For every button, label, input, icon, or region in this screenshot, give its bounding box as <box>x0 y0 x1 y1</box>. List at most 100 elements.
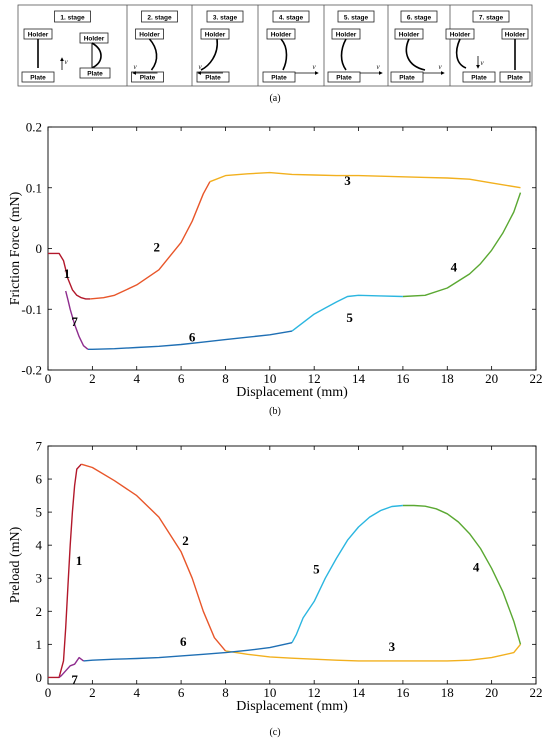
stage-title-box <box>272 10 310 23</box>
series-line-3 <box>209 171 521 189</box>
series-line-5 <box>291 294 403 332</box>
y-axis-label: Preload (mN) <box>8 526 23 603</box>
x-tick-label: 14 <box>352 685 366 700</box>
stage-title: 5. stage <box>344 15 369 22</box>
holder-label: Holder <box>205 32 226 39</box>
y-tick-label: 5 <box>36 505 43 520</box>
x-tick-label: 6 <box>178 371 185 386</box>
series-line-4 <box>402 192 522 298</box>
segment-label-5: 5 <box>346 310 353 325</box>
series-line-2 <box>81 463 227 652</box>
velocity-label: v <box>133 63 137 71</box>
stage-title-box <box>206 10 244 23</box>
segment-label-3: 3 <box>389 639 396 654</box>
plate-label: Plate <box>336 75 352 82</box>
stage-title: 4. stage <box>279 15 304 22</box>
series-line-7 <box>65 290 89 350</box>
x-tick-label: 14 <box>352 371 366 386</box>
series-line-7 <box>58 656 84 678</box>
series-line-4 <box>402 504 522 645</box>
x-tick-label: 16 <box>396 371 410 386</box>
x-tick-label: 20 <box>485 371 498 386</box>
segment-label-5: 5 <box>313 561 320 576</box>
holder-box <box>79 32 109 44</box>
plate-box <box>327 71 361 83</box>
x-tick-label: 22 <box>530 685 543 700</box>
plate-box <box>390 71 424 83</box>
y-tick-label: 2 <box>36 604 43 619</box>
y-tick-label: 1 <box>36 637 43 652</box>
stage-title: 6. stage <box>407 15 432 22</box>
series-line-3 <box>225 643 522 662</box>
stage-title-box <box>472 10 510 23</box>
series-line-1 <box>48 463 82 679</box>
plate-label: Plate <box>471 75 487 82</box>
segment-label-3: 3 <box>344 173 351 188</box>
plate-label: Plate <box>271 75 287 82</box>
holder-label: Holder <box>271 32 292 39</box>
stage-title: 2. stage <box>147 15 172 22</box>
stage-title: 7. stage <box>479 15 504 22</box>
holder-label: Holder <box>336 32 357 39</box>
stage-diagram-panel: 1. stage Holder Plate v 2. stage Holder Plate v… <box>17 4 533 87</box>
holder-label: Holder <box>450 32 471 39</box>
x-axis-label: Displacement (mm) <box>236 699 348 714</box>
velocity-label: v <box>312 63 316 71</box>
y-tick-label: 7 <box>36 439 43 454</box>
x-tick-label: 16 <box>396 685 410 700</box>
panel-a-caption: (a) <box>269 93 280 104</box>
x-axis-label: Displacement (mm) <box>236 385 348 400</box>
plate-box <box>21 71 55 83</box>
holder-box <box>200 28 230 40</box>
x-tick-label: 8 <box>222 371 229 386</box>
holder-label: Holder <box>84 36 105 43</box>
segment-label-2: 2 <box>182 533 189 548</box>
x-tick-label: 6 <box>178 685 185 700</box>
holder-label: Holder <box>28 32 49 39</box>
preload-chart: 0 2 4 6 8 10 12 14 16 18 20 2201234567Displacement … <box>8 439 543 739</box>
segment-label-6: 6 <box>180 634 187 649</box>
fiber-shape <box>200 38 219 71</box>
velocity-label: v <box>198 63 202 71</box>
plate-label: Plate <box>507 75 523 82</box>
velocity-label: v <box>480 59 484 67</box>
series-line-6 <box>87 330 293 350</box>
velocity-label: v <box>438 63 442 71</box>
holder-label: Holder <box>399 32 420 39</box>
x-tick-label: 20 <box>485 685 498 700</box>
x-tick-label: 10 <box>263 371 276 386</box>
x-tick-label: 18 <box>441 685 454 700</box>
segment-label-1: 1 <box>64 266 71 281</box>
x-tick-label: 12 <box>308 685 321 700</box>
stage-title-box <box>400 10 438 23</box>
stage-title: 1. stage <box>60 15 85 22</box>
series-line-2 <box>90 181 211 300</box>
x-tick-label: 2 <box>89 371 96 386</box>
plate-label: Plate <box>399 75 415 82</box>
holder-label: Holder <box>139 32 160 39</box>
friction-force-chart: 0 2 4 6 8 10 12 14 16 18 20 22-0.2-0.100.10.2Displa… <box>8 120 543 418</box>
plate-box <box>499 71 531 83</box>
plot-frame <box>47 445 537 685</box>
y-tick-label: 0.1 <box>26 180 42 195</box>
panel-caption: (b) <box>269 406 281 417</box>
x-tick-label: 4 <box>133 685 140 700</box>
y-tick-label: 6 <box>36 472 43 487</box>
x-tick-label: 22 <box>530 371 543 386</box>
x-tick-label: 2 <box>89 685 96 700</box>
segment-label-7: 7 <box>71 672 78 687</box>
segment-label-2: 2 <box>153 240 160 255</box>
x-tick-label: 8 <box>222 685 229 700</box>
plate-label: Plate <box>87 71 103 78</box>
stage-title: 3. stage <box>213 15 238 22</box>
fiber-shape <box>148 38 158 71</box>
stage-title-box <box>337 10 375 23</box>
segment-label-6: 6 <box>189 330 196 345</box>
stage-title-box <box>141 10 178 23</box>
x-tick-label: 12 <box>308 371 321 386</box>
panel-caption: (c) <box>269 727 280 738</box>
series-line-1 <box>48 252 91 300</box>
y-tick-label: 0.2 <box>26 120 42 135</box>
stage-title-box <box>54 10 91 23</box>
x-tick-label: 10 <box>263 685 276 700</box>
